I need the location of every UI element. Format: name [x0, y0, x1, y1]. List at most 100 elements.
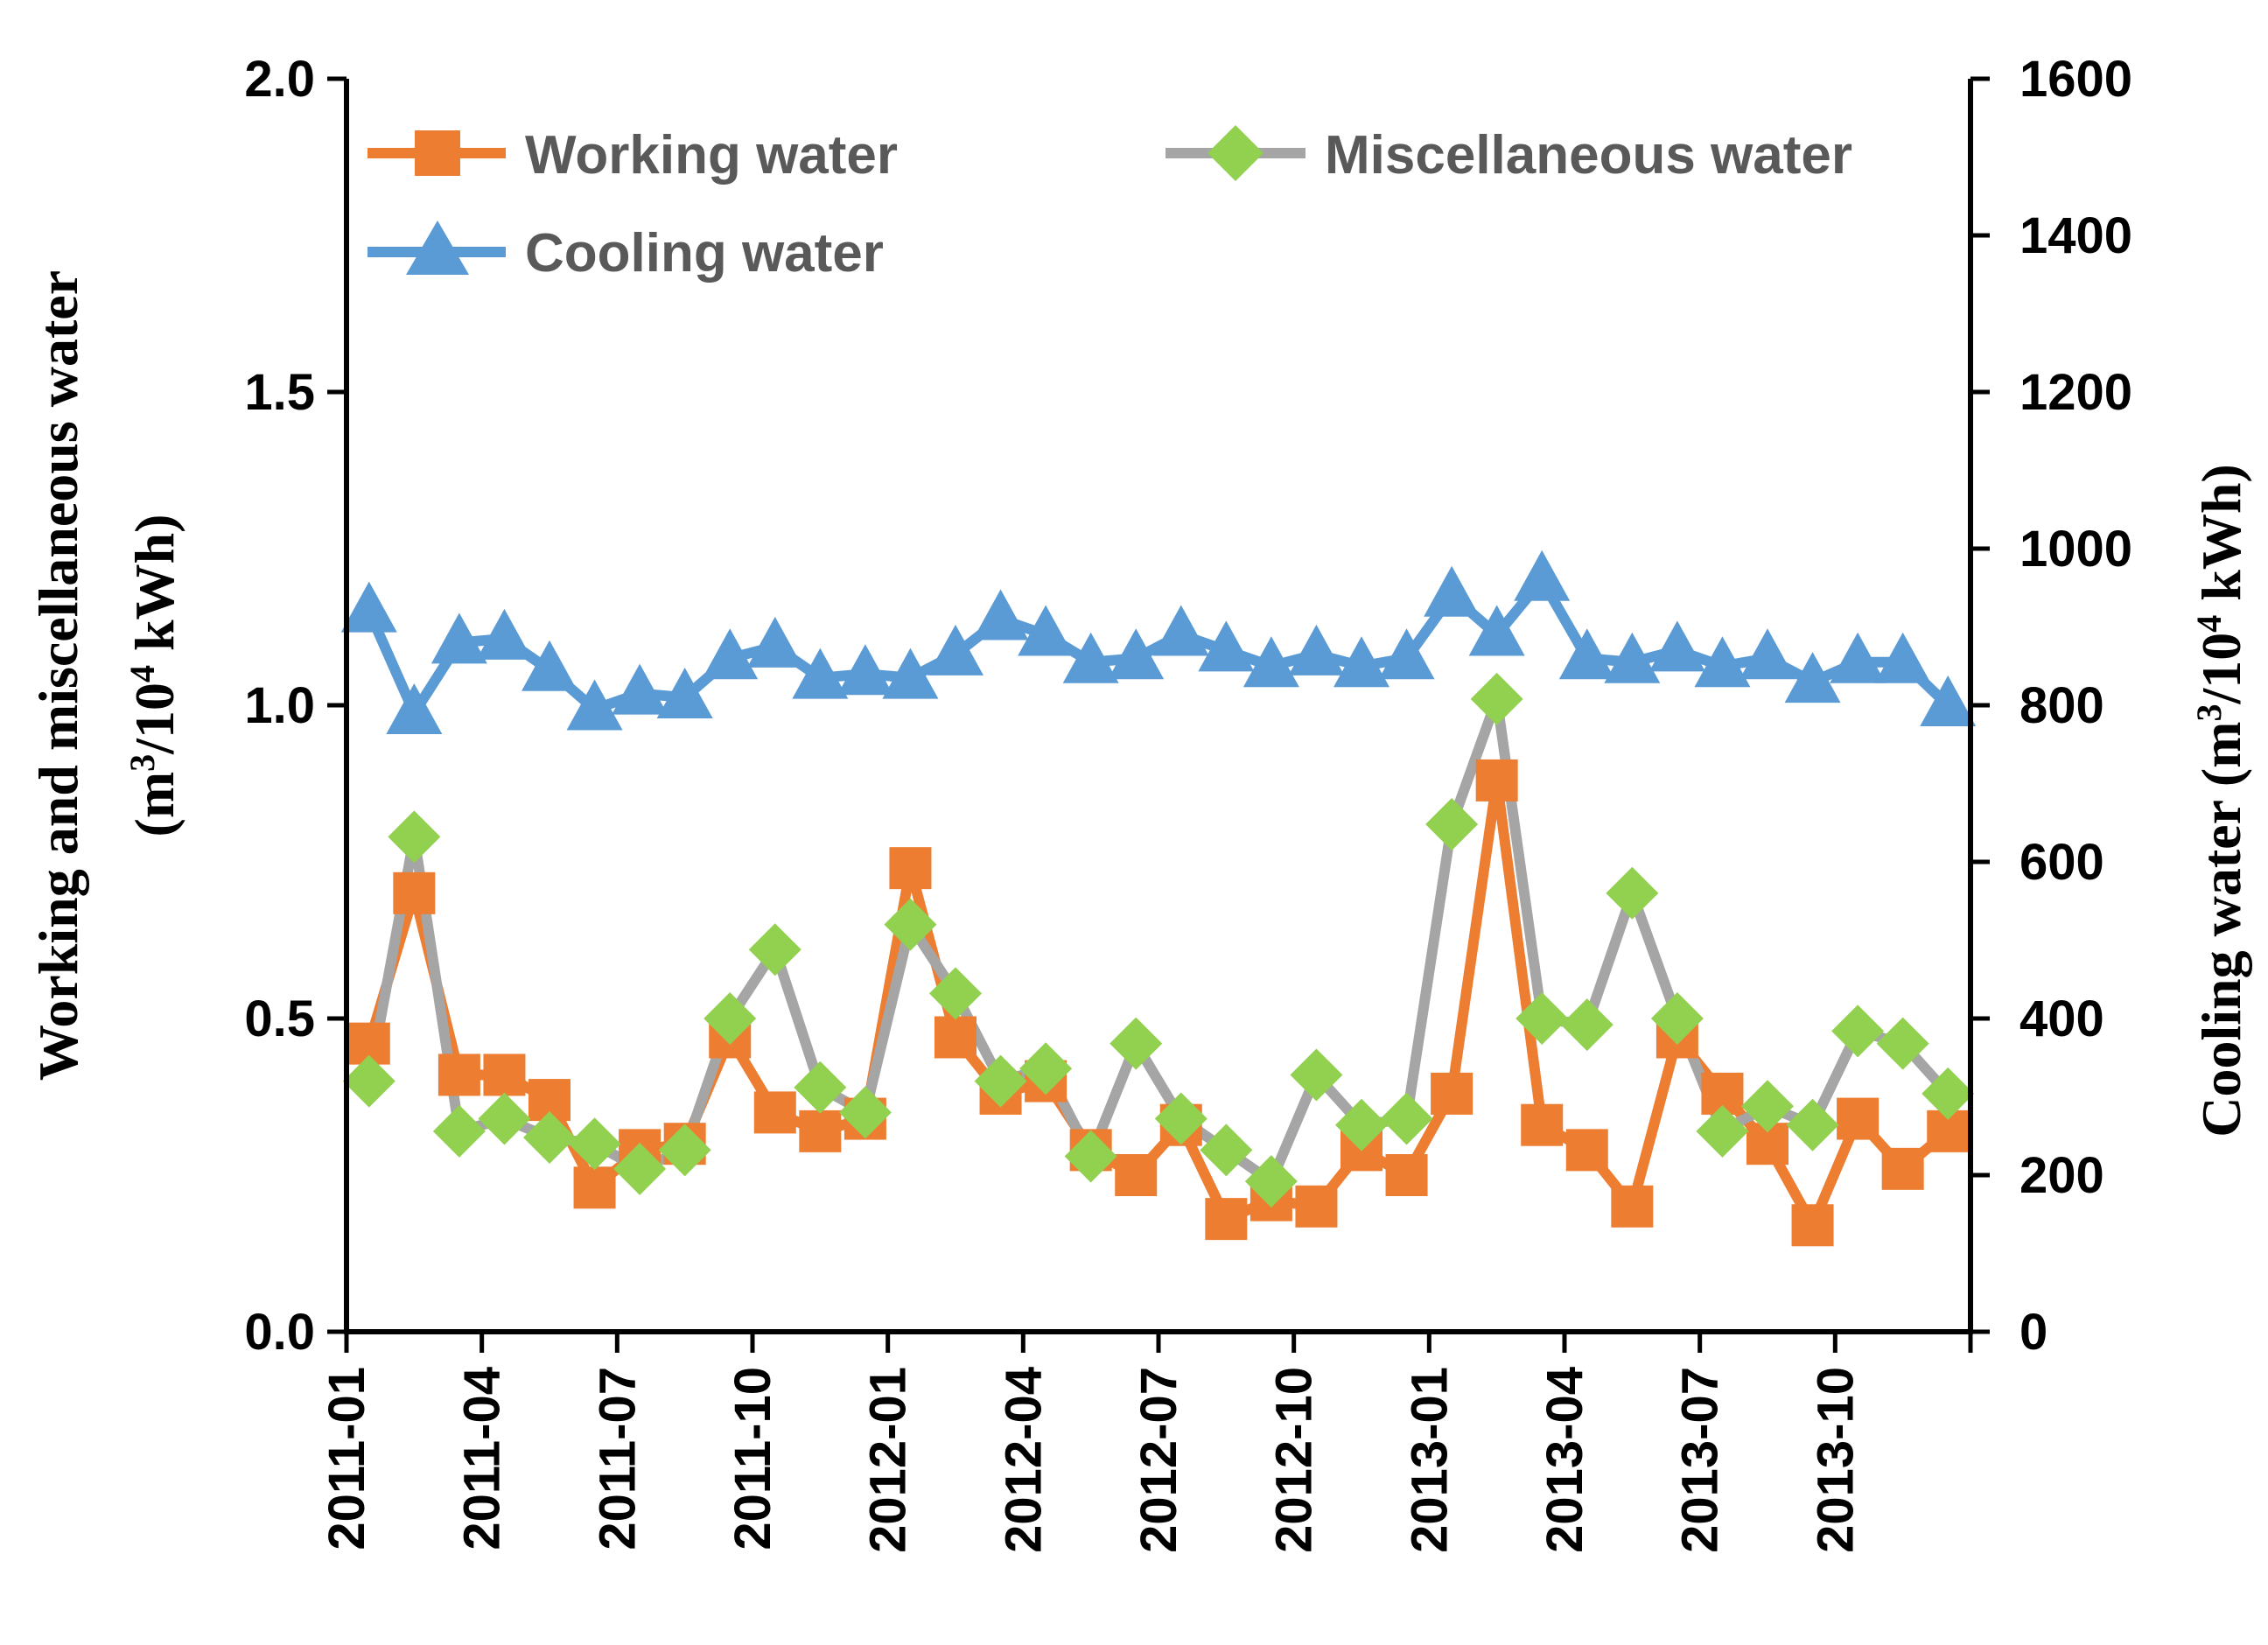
working-water-point — [1565, 1129, 1608, 1172]
legend-miscellaneous-water-marker — [1208, 125, 1264, 181]
cooling-water-point — [1604, 632, 1661, 683]
cooling-water-point — [1152, 605, 1209, 656]
miscellaneous-water-point — [1380, 1092, 1433, 1145]
cooling-water-point — [972, 589, 1029, 640]
miscellaneous-water-point — [1922, 1067, 1975, 1120]
ticks: 0.0 0.5 1.0 1.5 2.0 0 200 400 600 800 1000 1200 1400… — [244, 51, 2132, 1553]
miscellaneous-water-point — [1786, 1098, 1839, 1152]
cooling-water-point — [1468, 605, 1525, 656]
cooling-water-point — [1830, 632, 1886, 683]
miscellaneous-water-point — [1831, 1004, 1885, 1058]
working-water-point — [483, 1054, 526, 1096]
right-axis-title-prefix: Cooling water (m — [2190, 722, 2252, 1138]
cooling-water-point — [1784, 652, 1841, 704]
miscellaneous-water-point — [523, 1111, 576, 1165]
working-water-point — [753, 1091, 796, 1134]
working-water-point — [1881, 1147, 1924, 1190]
x-tick-label: 2013-01 — [1401, 1367, 1458, 1553]
left-axis-unit-suffix: kWh) — [123, 514, 186, 666]
miscellaneous-water-point — [388, 810, 441, 864]
right-tick-label: 0 — [2020, 1304, 2048, 1361]
cooling-water-point — [1242, 636, 1299, 688]
working-water-point — [1837, 1097, 1880, 1140]
x-tick-label: 2012-01 — [860, 1367, 917, 1553]
working-water-point — [889, 847, 932, 890]
miscellaneous-water-point — [1335, 1098, 1388, 1152]
right-axis-title-sup1: 3 — [2189, 704, 2229, 722]
cooling-water-point — [1874, 632, 1931, 683]
legend-entry-miscellaneous-water: Miscellaneous water — [1166, 125, 1852, 186]
miscellaneous-water-point — [1650, 992, 1704, 1045]
miscellaneous-water-point — [794, 1060, 847, 1114]
working-water-point — [1115, 1154, 1158, 1196]
working-water-point — [934, 1016, 976, 1059]
cooling-water-point — [656, 668, 713, 719]
cooling-water-point — [1694, 636, 1751, 688]
miscellaneous-water-point — [974, 1054, 1027, 1108]
right-axis-title-suffix: kWh) — [2190, 464, 2252, 615]
left-tick-label: 0.0 — [244, 1304, 315, 1361]
right-tick-label: 400 — [2020, 990, 2104, 1047]
miscellaneous-water-point — [1560, 998, 1614, 1052]
x-tick-label: 2012-07 — [1130, 1367, 1187, 1553]
miscellaneous-water-point — [432, 1104, 486, 1158]
miscellaneous-water-point — [1470, 672, 1523, 725]
miscellaneous-water-point — [1876, 1017, 1929, 1070]
x-tick-label: 2011-01 — [318, 1367, 375, 1550]
x-tick-label: 2011-10 — [724, 1367, 781, 1550]
cooling-water-point — [1062, 632, 1119, 683]
cooling-water-point — [386, 682, 443, 734]
miscellaneous-water-point — [613, 1142, 667, 1195]
miscellaneous-water-point — [1110, 1017, 1163, 1070]
right-tick-label: 1400 — [2020, 207, 2132, 264]
miscellaneous-water-point — [568, 1117, 621, 1171]
left-tick-label: 0.5 — [244, 990, 315, 1047]
working-water-point — [1611, 1185, 1654, 1228]
cooling-water-point — [1558, 628, 1615, 680]
legend: Working water Miscellaneous water Coolin… — [368, 125, 1852, 284]
legend-cooling-water-marker — [406, 220, 469, 275]
cooling-water-point — [476, 608, 533, 660]
cooling-water-point — [1198, 620, 1255, 672]
working-water-point — [1385, 1154, 1428, 1196]
left-axis-title-unit: (m3/104 kWh) — [122, 514, 186, 837]
cooling-water-point — [1514, 550, 1571, 601]
left-tick-label: 2.0 — [244, 51, 315, 108]
working-water-point — [1521, 1103, 1564, 1146]
legend-entry-cooling-water: Cooling water — [368, 220, 884, 284]
right-axis-title-sup2: 4 — [2189, 615, 2229, 633]
left-tick-label: 1.5 — [244, 364, 315, 421]
miscellaneous-water-point — [1019, 1042, 1073, 1096]
working-water-point — [1205, 1198, 1248, 1241]
cooling-water-point — [836, 644, 893, 696]
cooling-water-point — [1108, 628, 1165, 680]
miscellaneous-water-point — [1200, 1124, 1253, 1177]
working-water-point — [1475, 759, 1518, 802]
miscellaneous-water-point — [1064, 1130, 1117, 1183]
miscellaneous-water-point — [1696, 1104, 1749, 1158]
cooling-water-point — [430, 612, 487, 664]
plot-area — [340, 550, 1977, 1247]
left-axis-unit-prefix: (m — [123, 772, 186, 837]
left-axis-unit-sup2: 4 — [122, 665, 162, 682]
cooling-water-point — [792, 648, 849, 699]
x-tick-label: 2013-10 — [1807, 1367, 1864, 1553]
x-tick-label: 2013-04 — [1536, 1367, 1593, 1553]
cooling-water-point — [1378, 628, 1435, 680]
x-tick-label: 2011-07 — [589, 1367, 646, 1550]
cooling-water-point — [1920, 676, 1977, 726]
cooling-water-point — [1648, 620, 1705, 672]
miscellaneous-water-point — [342, 1054, 396, 1108]
x-tick-label: 2013-07 — [1672, 1367, 1729, 1553]
miscellaneous-water-point — [884, 898, 937, 951]
right-tick-label: 1000 — [2020, 521, 2132, 578]
miscellaneous-water-point — [748, 923, 802, 976]
left-axis-unit-mid: /10 — [123, 682, 186, 755]
right-tick-label: 600 — [2020, 834, 2104, 891]
x-tick-label: 2012-04 — [995, 1367, 1052, 1553]
right-tick-label: 1600 — [2020, 51, 2132, 108]
left-axis-unit-sup1: 3 — [122, 754, 162, 772]
working-water-point — [438, 1054, 480, 1096]
